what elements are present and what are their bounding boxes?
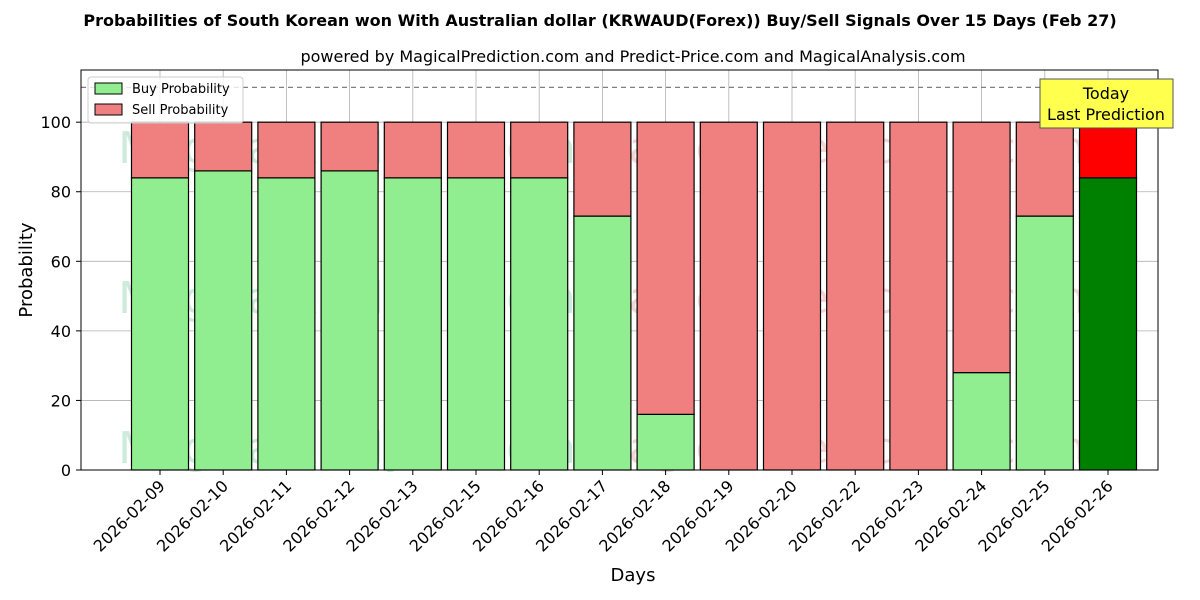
today-annotation: Today Last Prediction <box>1039 78 1174 129</box>
legend-label-sell: Sell Probability <box>132 103 229 118</box>
y-axis: 0 20 40 60 80 100 <box>40 113 81 480</box>
chart-subtitle: powered by MagicalPrediction.com and Pre… <box>300 47 965 66</box>
legend-frame <box>87 76 244 124</box>
bar-sell <box>826 121 885 471</box>
bar-sell <box>1078 121 1138 179</box>
bar-buy <box>320 170 379 471</box>
y-tick-label: 40 <box>51 322 71 341</box>
bars <box>130 121 1138 471</box>
bar-sell <box>952 121 1011 374</box>
bar-buy <box>636 413 695 471</box>
plot-frame <box>80 69 1159 471</box>
bar-buy <box>1015 215 1074 471</box>
x-axis: 2026-02-092026-02-102026-02-112026-02-12… <box>90 470 1117 556</box>
bar-sell <box>194 121 253 172</box>
bar-sell <box>257 121 316 179</box>
x-axis-label: Days <box>611 565 656 586</box>
bar-sell <box>636 121 695 415</box>
y-tick-label: 20 <box>51 391 71 410</box>
bar-buy <box>383 177 442 471</box>
legend: Buy Probability Sell Probability <box>87 76 244 124</box>
bar-buy <box>257 177 316 471</box>
bar-sell <box>699 121 758 471</box>
bar-sell <box>573 121 632 217</box>
bar-buy <box>952 372 1011 471</box>
legend-label-buy: Buy Probability <box>132 82 230 97</box>
legend-swatch-sell <box>94 103 123 116</box>
bar-buy <box>446 177 506 471</box>
bar-sell <box>130 121 190 179</box>
y-tick-label: 0 <box>61 461 71 480</box>
y-tick-label: 80 <box>51 183 71 202</box>
bar-sell <box>320 121 379 172</box>
chart-title: Probabilities of South Korean won With A… <box>83 11 1116 30</box>
bar-buy <box>130 177 190 471</box>
bar-sell <box>446 121 506 179</box>
bar-buy <box>1078 177 1138 471</box>
today-annotation-line2: Last Prediction <box>1047 105 1165 124</box>
legend-swatch-buy <box>94 82 123 95</box>
bar-buy <box>510 177 569 471</box>
y-tick-label: 100 <box>40 113 71 132</box>
bar-sell <box>383 121 442 179</box>
today-annotation-box <box>1039 78 1174 129</box>
bar-buy <box>194 170 253 471</box>
bar-sell <box>889 121 948 471</box>
bar-sell <box>510 121 569 179</box>
today-annotation-line1: Today <box>1082 84 1129 103</box>
bar-buy <box>573 215 632 471</box>
y-tick-label: 60 <box>51 252 71 271</box>
bar-sell <box>762 121 822 471</box>
bar-sell <box>1015 121 1074 217</box>
y-axis-label: Probability <box>16 222 37 317</box>
